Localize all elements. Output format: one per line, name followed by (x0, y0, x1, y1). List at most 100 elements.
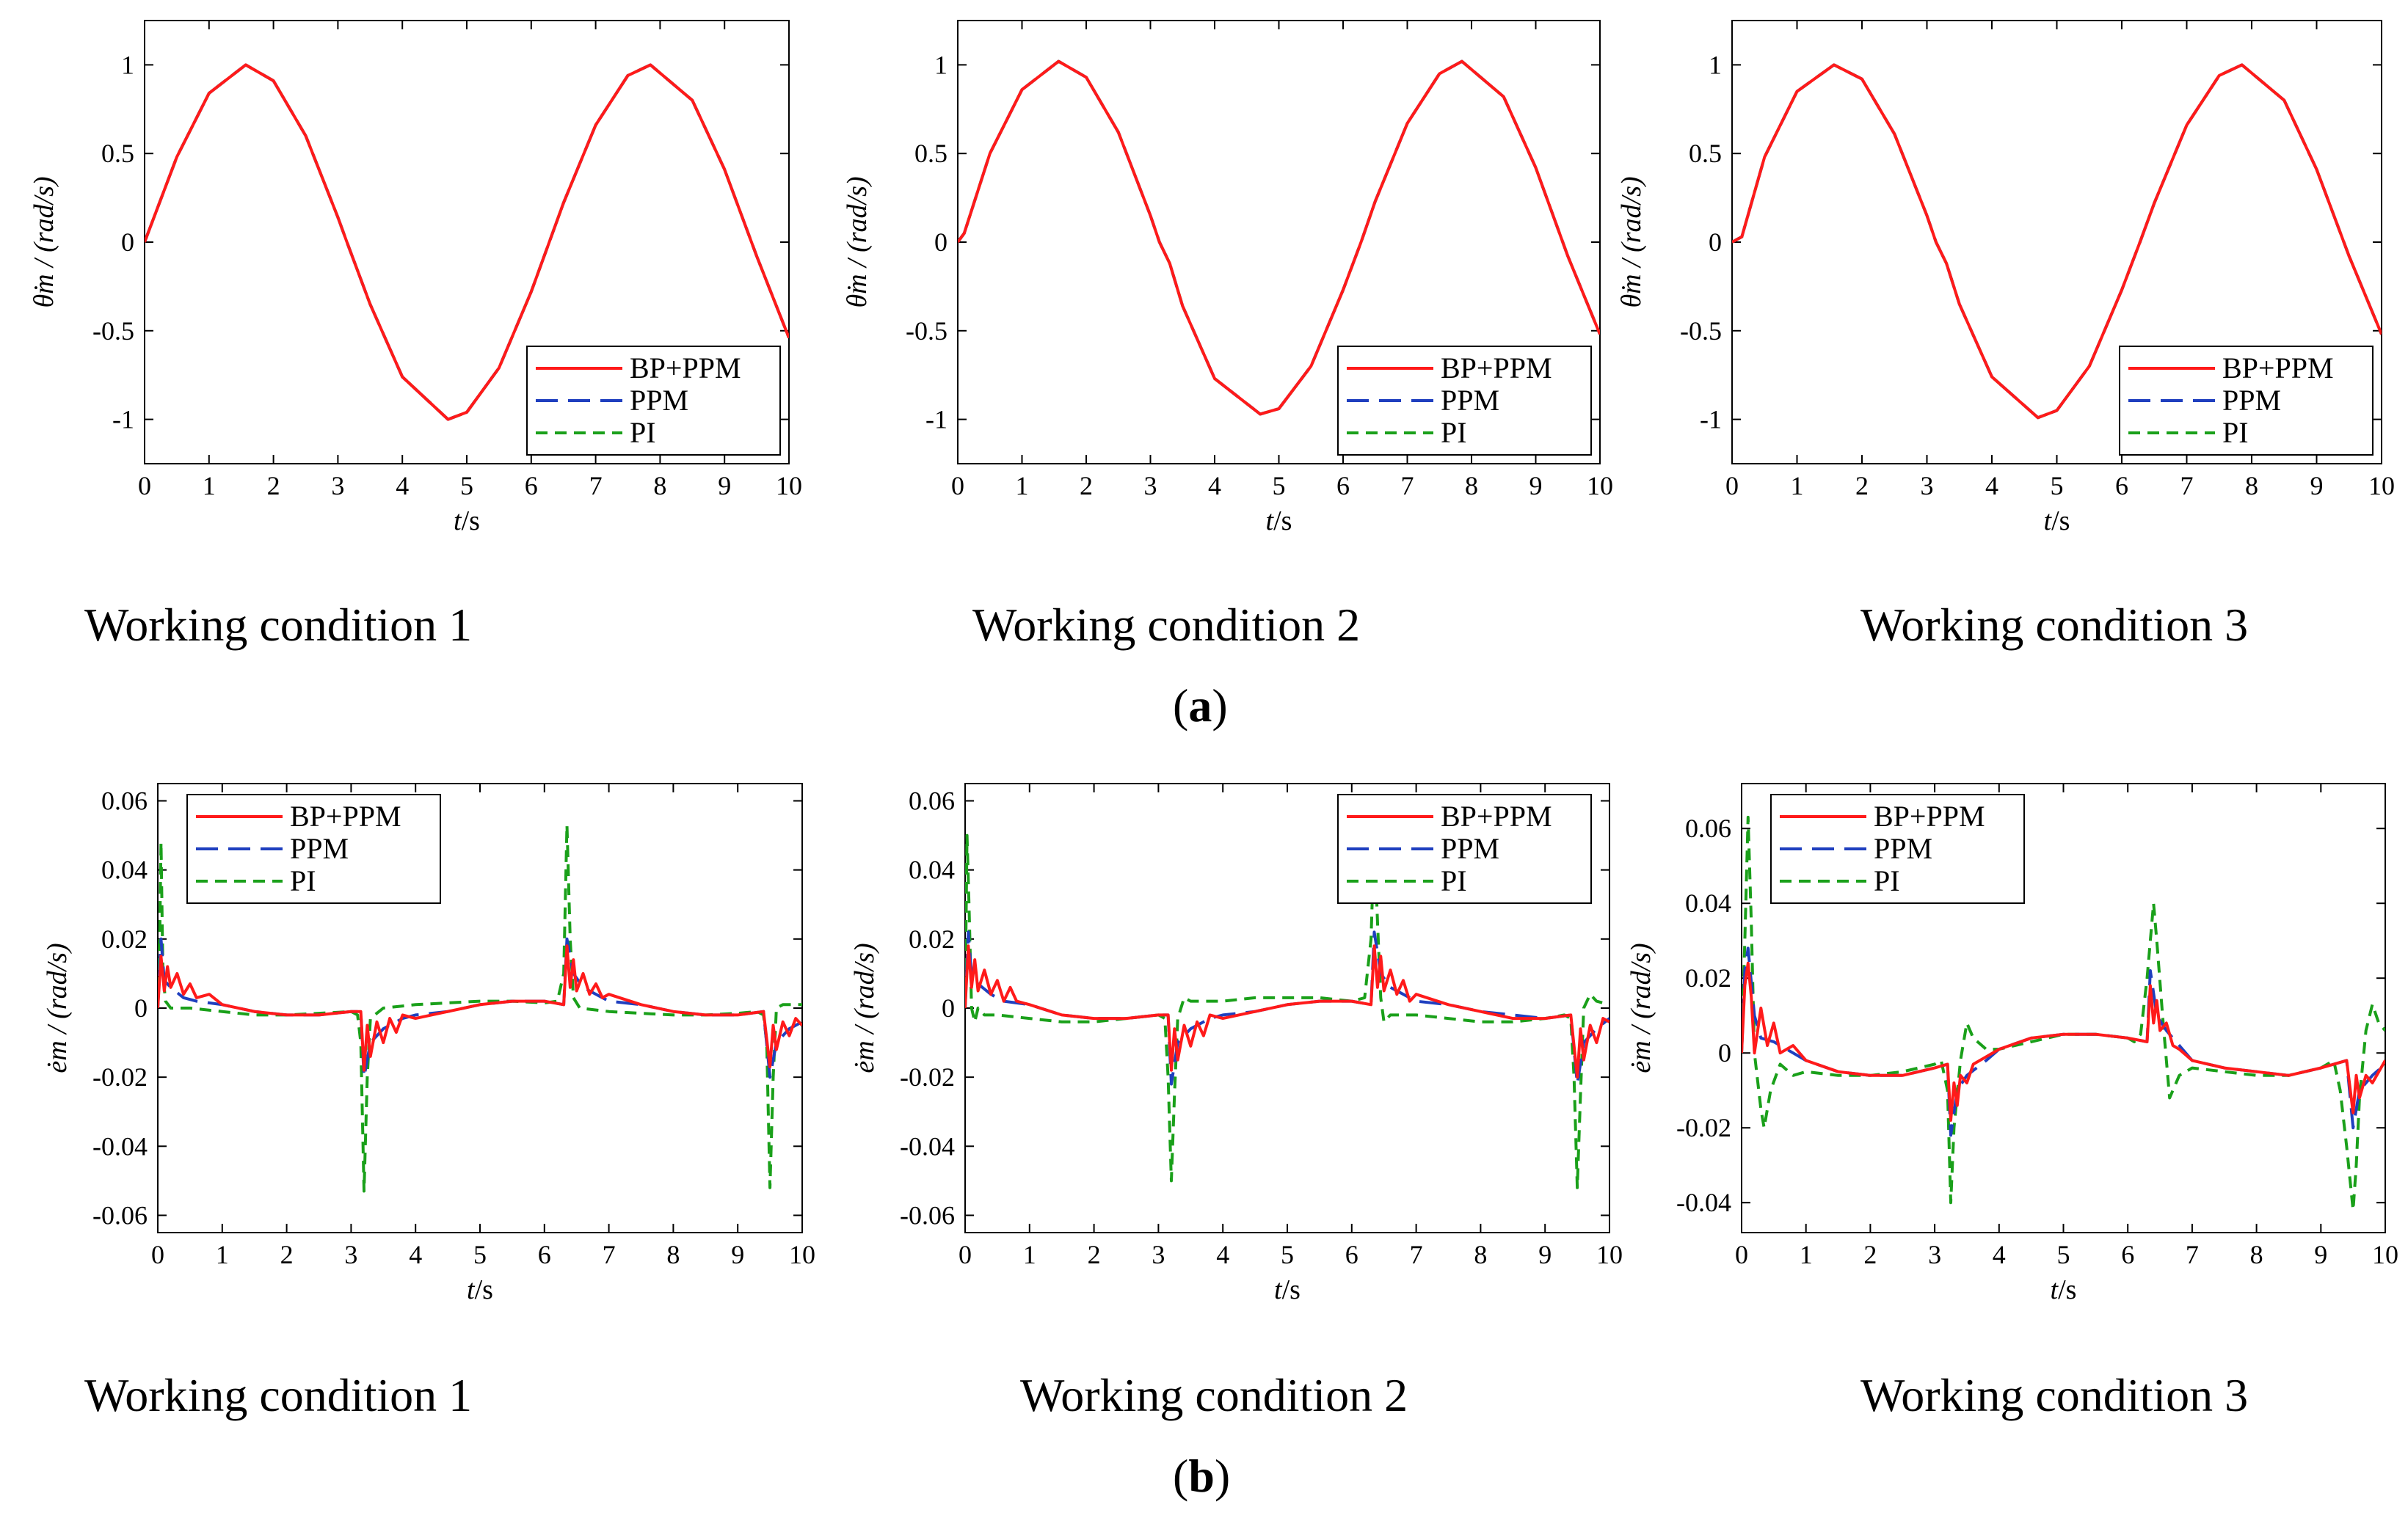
x-tick-label: 1 (216, 1240, 229, 1269)
legend-label: PPM (1874, 832, 1932, 865)
legend-label: BP+PPM (2222, 351, 2334, 384)
x-tick-label: 0 (151, 1240, 164, 1269)
x-tick-label: 5 (2057, 1240, 2070, 1269)
x-tick-label: 4 (1208, 471, 1221, 500)
y-tick-label: -0.5 (1680, 316, 1722, 346)
y-tick-label: 1 (121, 50, 134, 79)
x-tick-label: 0 (1725, 471, 1739, 500)
y-tick-label: 1 (934, 50, 947, 79)
series-line-bp-ppm (1732, 63, 2382, 420)
y-tick-label: 0 (934, 227, 947, 257)
x-tick-label: 1 (1016, 471, 1029, 500)
y-tick-label: 0 (134, 993, 148, 1023)
x-tick-label: 9 (718, 471, 731, 500)
chart-b2: 0 1 2 3 4 5 6 7 8 9 10 0.06 0.04 0.02 0 -0.02 -0.04 -0.06… (849, 783, 1623, 1305)
legend-label: PPM (1441, 832, 1499, 865)
x-tick-label: 5 (460, 471, 473, 500)
caption-a2: Working condition 2 (972, 599, 1361, 651)
x-tick-label: 6 (1336, 471, 1350, 500)
y-tick-label: 0.5 (101, 139, 134, 168)
x-tick-label: 10 (789, 1240, 815, 1269)
y-tick-label: 0 (1709, 227, 1722, 257)
chart-a1: 0 1 2 3 4 5 6 7 8 9 10 1 0.5 0 -0.5 -1 t/s θ̇m / (rad/s) B… (29, 20, 802, 536)
x-tick-label: 2 (1863, 1240, 1877, 1269)
x-tick-label: 7 (2186, 1240, 2199, 1269)
legend-label: BP+PPM (1874, 800, 1985, 833)
x-tick-label: 0 (951, 471, 964, 500)
y-tick-label: -0.06 (92, 1200, 148, 1230)
legend-label: PI (1441, 864, 1467, 897)
caption-b2: Working condition 2 (1020, 1369, 1408, 1421)
x-tick-label: 9 (2314, 1240, 2327, 1269)
y-axis-label: θ̇m / (rad/s) (842, 176, 873, 307)
chart-a3: 0 1 2 3 4 5 6 7 8 9 10 1 0.5 0 -0.5 -1 t/s θ̇m / (rad/s) B… (1616, 20, 2395, 536)
x-tick-label: 2 (267, 471, 280, 500)
x-tick-label: 10 (2368, 471, 2395, 500)
y-tick-label: 0.06 (909, 787, 955, 816)
x-tick-label: 10 (1587, 471, 1613, 500)
x-tick-label: 8 (1465, 471, 1478, 500)
y-tick-label: 1 (1709, 50, 1722, 79)
caption-a3: Working condition 3 (1860, 599, 2249, 651)
x-tick-label: 9 (1529, 471, 1543, 500)
caption-b1: Working condition 1 (84, 1369, 473, 1421)
y-tick-label: -0.5 (92, 316, 134, 346)
y-tick-label: 0.06 (1685, 814, 1731, 843)
x-tick-label: 9 (1538, 1240, 1552, 1269)
caption-b3: Working condition 3 (1860, 1369, 2249, 1421)
x-tick-label: 7 (603, 1240, 616, 1269)
y-tick-label: -0.02 (1676, 1113, 1731, 1142)
x-tick-label: 7 (589, 471, 603, 500)
y-tick-label: -1 (1700, 405, 1722, 434)
chart-a2: 0 1 2 3 4 5 6 7 8 9 10 1 0.5 0 -0.5 -1 t/s θ̇m / (rad/s) B… (842, 20, 1613, 536)
series-line-bp-ppm (965, 944, 1609, 1079)
x-axis-label: t/s (2044, 506, 2070, 536)
legend-label: BP+PPM (1441, 800, 1552, 833)
x-tick-label: 10 (776, 471, 802, 500)
x-tick-label: 1 (1800, 1240, 1813, 1269)
panel-label-b: (b) (1173, 1450, 1231, 1502)
chart-b1: 0 1 2 3 4 5 6 7 8 9 10 0.06 0.04 0.02 0 -0.02 -0.04 -0.06… (42, 783, 815, 1305)
series-line-bp-ppm (158, 944, 802, 1072)
x-tick-label: 6 (525, 471, 538, 500)
y-tick-label: 0 (1718, 1038, 1731, 1068)
x-tick-label: 3 (1928, 1240, 1941, 1269)
x-tick-label: 9 (731, 1240, 744, 1269)
x-tick-label: 5 (1281, 1240, 1294, 1269)
legend-label: PPM (2222, 384, 2281, 417)
y-tick-label: 0.02 (1685, 963, 1731, 993)
x-tick-label: 1 (1791, 471, 1804, 500)
x-tick-label: 4 (1216, 1240, 1229, 1269)
y-axis-label: θ̇m / (rad/s) (1616, 176, 1647, 307)
x-tick-label: 10 (1596, 1240, 1623, 1269)
x-tick-label: 6 (2121, 1240, 2134, 1269)
y-axis-label: ėm / (rad/s) (42, 943, 73, 1073)
x-tick-label: 4 (396, 471, 409, 500)
x-tick-label: 7 (1401, 471, 1414, 500)
y-tick-label: -0.02 (92, 1062, 148, 1092)
y-tick-label: -1 (925, 405, 947, 434)
y-tick-label: -0.02 (900, 1062, 955, 1092)
series-line-bp-ppm (1742, 961, 2385, 1122)
x-tick-label: 5 (1273, 471, 1286, 500)
x-axis-label: t/s (454, 506, 480, 536)
panel-letter-b: b (1188, 1450, 1215, 1502)
y-tick-label: -0.04 (1676, 1188, 1731, 1217)
y-axis-label: ėm / (rad/s) (849, 943, 880, 1073)
x-tick-label: 9 (2310, 471, 2324, 500)
x-tick-label: 8 (1474, 1240, 1487, 1269)
y-tick-label: -0.5 (906, 316, 947, 346)
series-line-bp-ppm (145, 63, 789, 421)
y-tick-label: -0.04 (900, 1131, 955, 1161)
y-tick-label: 0.06 (101, 787, 148, 816)
series-line-bp-ppm (958, 59, 1600, 416)
y-tick-label: -0.04 (92, 1131, 148, 1161)
x-tick-label: 5 (473, 1240, 487, 1269)
x-tick-label: 4 (1985, 471, 1998, 500)
x-tick-label: 2 (280, 1240, 294, 1269)
x-tick-label: 2 (1080, 471, 1093, 500)
legend-label: PI (2222, 416, 2249, 449)
x-tick-label: 8 (666, 1240, 680, 1269)
